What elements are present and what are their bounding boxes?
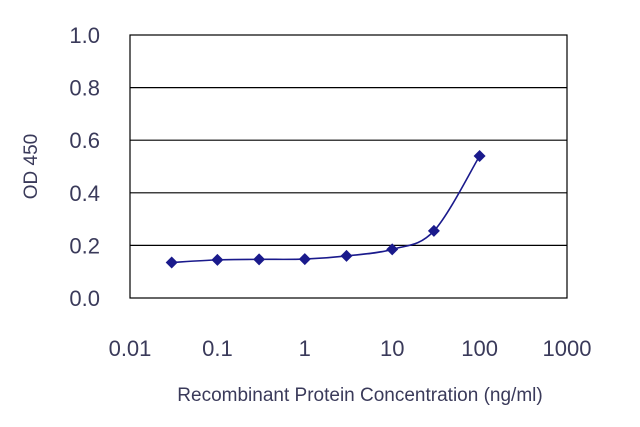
y-tick-labels: 0.0 0.2 0.4 0.6 0.8 1.0 <box>69 23 100 311</box>
y-tick-label: 0.0 <box>69 286 100 311</box>
y-tick-label: 0.6 <box>69 128 100 153</box>
data-point-marker <box>386 243 399 256</box>
y-tick-label: 0.2 <box>69 233 100 258</box>
plot-frame <box>129 34 568 299</box>
data-point-marker <box>298 253 311 266</box>
grid-lines <box>130 86 567 246</box>
x-axis-title: Recombinant Protein Concentration (ng/ml… <box>177 385 542 406</box>
y-tick-label: 0.8 <box>69 76 100 101</box>
series-line-layer <box>171 155 481 264</box>
x-tick-label: 1000 <box>543 336 592 361</box>
data-point-marker <box>165 256 178 269</box>
x-tick-label: 0.1 <box>202 336 233 361</box>
data-point-marker <box>473 149 486 162</box>
x-tick-label: 10 <box>380 336 404 361</box>
x-tick-labels: 0.01 0.1 1 10 100 1000 <box>109 336 592 361</box>
y-axis-title: OD 450 <box>21 134 42 199</box>
x-tick-label: 100 <box>461 336 498 361</box>
series-line <box>171 155 481 264</box>
y-tick-label: 1.0 <box>69 23 100 48</box>
data-point-marker <box>427 224 440 237</box>
x-tick-label: 0.01 <box>109 336 152 361</box>
data-point-marker <box>340 249 353 262</box>
x-tick-label: 1 <box>299 336 311 361</box>
y-tick-label: 0.4 <box>69 181 100 206</box>
series-markers <box>165 149 486 269</box>
data-point-marker <box>253 253 266 266</box>
data-point-marker <box>211 253 224 266</box>
